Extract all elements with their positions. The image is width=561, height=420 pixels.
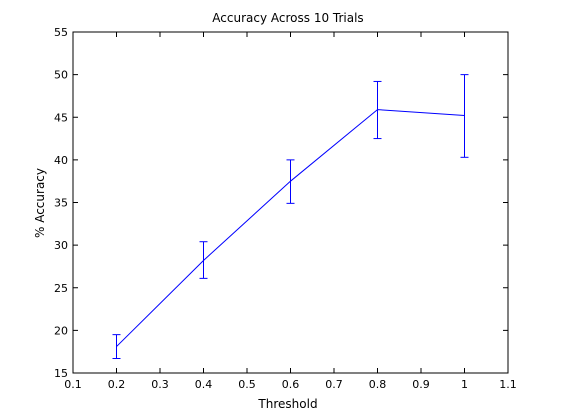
x-tick-label: 1 — [461, 378, 468, 391]
y-tick-label: 50 — [54, 69, 68, 82]
chart-title: Accuracy Across 10 Trials — [212, 11, 363, 25]
x-tick-label: 0.6 — [282, 378, 300, 391]
data-series — [112, 74, 469, 360]
y-tick-label: 45 — [54, 111, 68, 124]
axis-ticks: 0.1 0.2 0.3 0.4 0.5 0.6 0.7 0.8 0.9 1 1.1 15 20 25 30 3… — [54, 26, 517, 391]
y-tick-label: 35 — [54, 197, 68, 210]
x-tick-label: 1.1 — [499, 378, 517, 391]
x-axis-label: Threshold — [257, 397, 317, 411]
y-tick-label: 20 — [54, 324, 68, 337]
x-tick-label: 0.2 — [108, 378, 126, 391]
y-tick-label: 15 — [54, 367, 68, 380]
x-tick-label: 0.5 — [238, 378, 256, 391]
x-tick-label: 0.8 — [369, 378, 387, 391]
x-tick-label: 0.3 — [151, 378, 169, 391]
x-tick-label: 0.1 — [64, 378, 82, 391]
y-tick-label: 55 — [54, 26, 68, 39]
y-tick-label: 40 — [54, 154, 68, 167]
y-axis-label: % Accuracy — [33, 168, 47, 238]
x-tick-label: 0.9 — [412, 378, 430, 391]
y-tick-label: 25 — [54, 282, 68, 295]
x-tick-label: 0.7 — [325, 378, 343, 391]
x-tick-label: 0.4 — [195, 378, 213, 391]
y-tick-label: 30 — [54, 239, 68, 252]
